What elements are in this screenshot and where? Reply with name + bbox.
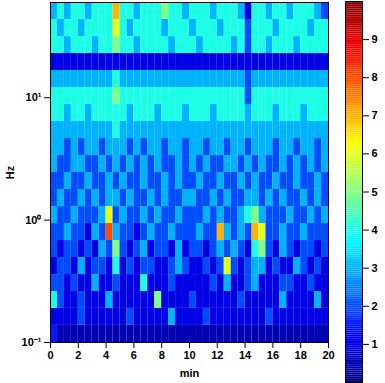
- svg-text:8: 8: [159, 349, 165, 361]
- svg-text:7: 7: [372, 109, 378, 121]
- svg-text:10⁰: 10⁰: [25, 214, 41, 226]
- svg-text:8: 8: [372, 71, 378, 83]
- svg-text:18: 18: [295, 349, 307, 361]
- svg-text:9: 9: [372, 33, 378, 45]
- svg-text:6: 6: [372, 147, 378, 159]
- svg-text:1: 1: [372, 338, 378, 350]
- svg-text:0: 0: [47, 349, 53, 361]
- svg-text:6: 6: [131, 349, 137, 361]
- svg-text:10: 10: [183, 349, 195, 361]
- svg-text:Hz: Hz: [4, 165, 16, 179]
- svg-text:4: 4: [103, 349, 110, 361]
- svg-text:5: 5: [372, 186, 378, 198]
- svg-text:12: 12: [211, 349, 223, 361]
- svg-text:14: 14: [239, 349, 252, 361]
- svg-text:20: 20: [322, 349, 334, 361]
- svg-text:min: min: [180, 367, 200, 379]
- svg-text:2: 2: [372, 300, 378, 312]
- svg-text:3: 3: [372, 262, 378, 274]
- svg-text:10⁻¹: 10⁻¹: [22, 336, 42, 348]
- svg-text:4: 4: [372, 224, 379, 236]
- svg-text:2: 2: [75, 349, 81, 361]
- svg-text:10¹: 10¹: [26, 91, 42, 103]
- svg-text:16: 16: [267, 349, 279, 361]
